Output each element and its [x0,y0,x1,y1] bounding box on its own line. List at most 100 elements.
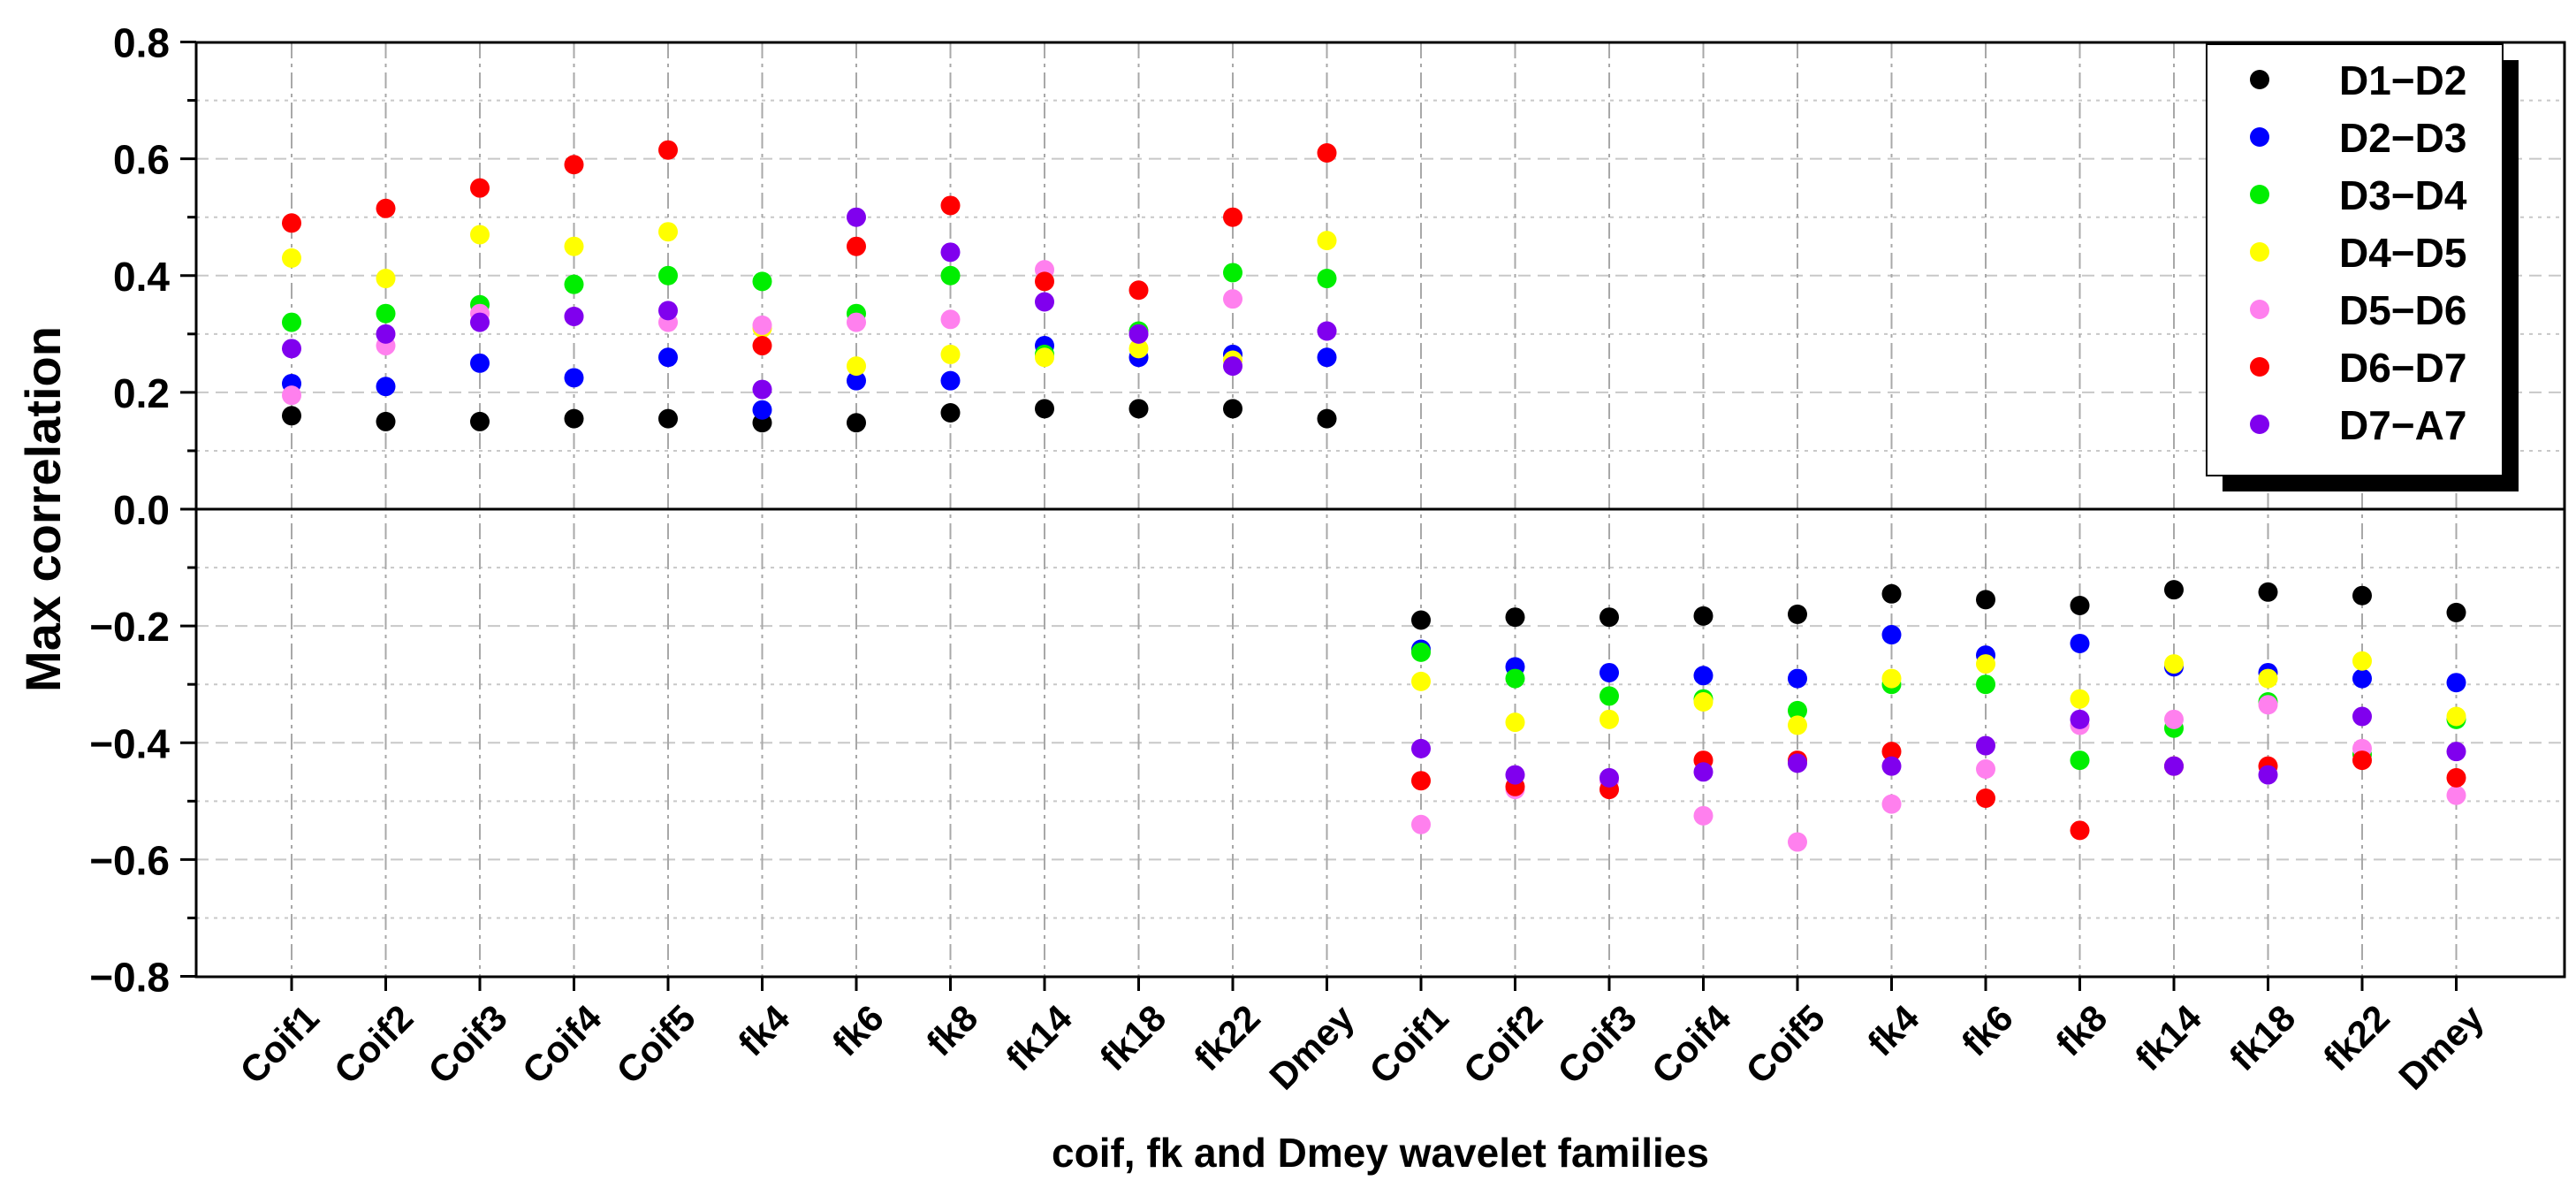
y-axis: 0.8 0.6 0.4 0.2 0.0 −0.2 −0.4 −0.6 −0.8 [89,20,196,1001]
legend-label: D1−D2 [2339,57,2466,103]
point [282,339,301,359]
point [1976,590,1995,610]
point [2352,668,2372,689]
point [1035,399,1054,419]
point [847,236,866,256]
point [1411,610,1431,630]
point [1223,207,1242,227]
legend-label: D7−A7 [2339,402,2466,448]
point [1128,280,1149,301]
y-tick-label: −0.4 [89,720,170,766]
point [940,265,961,286]
point [658,408,678,429]
point [282,213,301,233]
point [1976,788,1995,809]
point [1788,753,1807,773]
point [847,370,866,391]
point [1788,700,1807,720]
point [564,306,584,326]
point [1600,662,1619,682]
point [2258,582,2278,602]
point [470,353,490,373]
x-tick-label: Coif4 [514,996,610,1092]
point [2070,596,2090,616]
point [2258,695,2278,715]
point [2258,668,2278,689]
point [1317,321,1337,341]
y-tick-label: 0.2 [113,370,170,416]
point [2446,673,2466,693]
point [940,402,961,423]
point [1693,805,1714,826]
point [564,368,584,388]
point [1411,738,1431,758]
point [1976,735,1995,756]
point [940,309,961,330]
x-tick-label: Coif3 [420,997,514,1092]
point [376,303,396,324]
point [2070,820,2090,841]
point [847,207,866,227]
point [752,271,772,292]
legend-label: D4−D5 [2339,230,2466,276]
point [1881,668,1902,689]
point [847,356,866,377]
y-tick-label: 0.8 [113,20,170,66]
point [1411,671,1431,691]
point [1505,607,1525,628]
point [1788,604,1807,624]
point [658,222,678,242]
point [752,336,772,356]
x-tick-label: fk4 [730,996,798,1064]
point [1693,606,1714,626]
legend-label: D2−D3 [2339,115,2466,161]
x-tick-label: Coif1 [232,997,326,1092]
y-tick-label: 0.6 [113,137,170,183]
point [282,312,301,332]
point [1600,767,1619,788]
point [1976,758,1995,779]
point [564,155,584,175]
point [1600,607,1619,628]
point [2070,750,2090,771]
x-tick-label: Dmey [1261,996,1363,1098]
point [2164,654,2184,674]
point [2164,709,2184,729]
y-tick-label: −0.2 [89,604,170,650]
point [282,248,301,268]
point [1881,583,1902,604]
y-tick-label: 0.0 [113,487,170,533]
legend-marker [2250,357,2269,377]
x-tick-label: Coif4 [1644,996,1739,1092]
point [658,265,678,286]
point [2446,742,2466,762]
point [2352,585,2372,606]
point [2446,767,2466,788]
point [1317,143,1337,164]
x-axis-title: coif, fk and Dmey wavelet families [1052,1130,1709,1176]
point [1788,668,1807,689]
point [752,400,772,420]
x-tick-label: Coif2 [326,997,421,1092]
legend-marker [2250,242,2269,262]
point [1223,263,1242,283]
y-tick-label: −0.6 [89,837,170,883]
x-tick-label: fk6 [1954,997,2021,1064]
legend-marker [2250,127,2269,147]
y-axis-title: Max correlation [15,326,71,692]
x-tick-label: Coif5 [1737,997,1832,1092]
legend-label: D3−D4 [2339,172,2467,218]
x-tick-label: fk22 [2315,997,2397,1079]
point [1411,814,1431,834]
point [376,411,396,431]
point [1881,794,1902,814]
y-tick-label: 0.4 [113,254,170,300]
point [470,178,490,198]
point [940,370,961,391]
point [1788,832,1807,852]
legend-label: D5−D6 [2339,287,2466,333]
x-tick-label: fk8 [2048,997,2115,1064]
point [470,411,490,431]
point [1223,289,1242,309]
legend-label: D6−D7 [2339,345,2466,391]
